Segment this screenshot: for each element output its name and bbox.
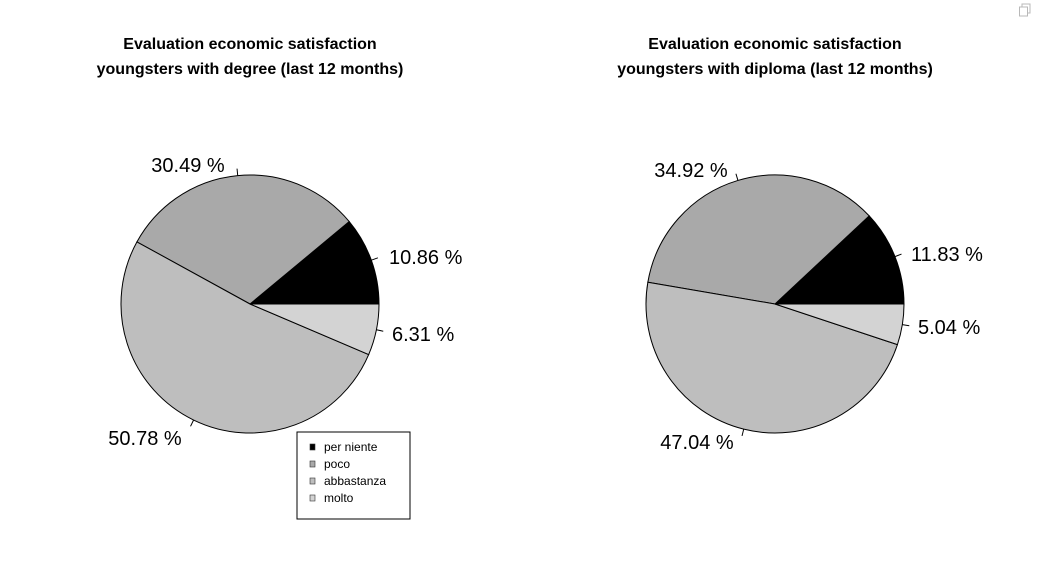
label-tick <box>902 324 910 327</box>
label-tick <box>735 173 739 181</box>
slice-label: 34.92 % <box>654 160 728 182</box>
pie-slice-per-niente <box>248 220 380 305</box>
pie-slice-abbastanza <box>120 241 370 434</box>
slice-label: 5.04 % <box>918 317 980 339</box>
legend-box <box>296 431 411 520</box>
slice-label: 6.31 % <box>392 324 454 346</box>
slice-label: 47.04 % <box>660 432 734 454</box>
pie-chart-degree: Evaluation economic satisfaction youngste… <box>97 36 463 450</box>
legend-swatch <box>309 460 316 468</box>
legend-swatch <box>309 443 316 451</box>
slice-label: 10.86 % <box>389 247 463 269</box>
chart-title-line: youngsters with degree (last 12 months) <box>97 61 404 78</box>
legend-entry: per niente <box>324 440 378 454</box>
chart-title-line: youngsters with diploma (last 12 months) <box>617 61 933 78</box>
label-tick <box>236 168 239 176</box>
pie-slice-per-niente <box>773 215 905 305</box>
label-tick <box>376 329 384 332</box>
pie-slice-molto <box>249 303 380 356</box>
legend: per niente poco abbastanza molto <box>296 431 411 520</box>
label-tick <box>894 253 902 258</box>
pie-chart-diploma: Evaluation economic satisfaction youngste… <box>617 36 983 454</box>
slice-label: 50.78 % <box>108 428 182 450</box>
copy-icon[interactable] <box>1018 3 1032 17</box>
pie-slice-poco <box>647 174 870 305</box>
pie-slice-molto <box>774 303 905 346</box>
pie-slice-abbastanza <box>645 281 899 434</box>
legend-swatch <box>309 477 316 485</box>
label-tick <box>741 429 745 437</box>
chart-title-line: Evaluation economic satisfaction <box>648 36 901 53</box>
chart-title-line: Evaluation economic satisfaction <box>123 36 376 53</box>
slice-label: 11.83 % <box>911 244 983 266</box>
label-tick <box>371 257 379 261</box>
legend-entry: abbastanza <box>324 474 386 488</box>
pie-slice-poco <box>136 174 350 305</box>
legend-entry: poco <box>324 457 350 471</box>
legend-entry: molto <box>324 491 354 505</box>
slice-label: 30.49 % <box>151 155 225 177</box>
legend-swatch <box>309 494 316 502</box>
label-tick <box>190 419 195 427</box>
